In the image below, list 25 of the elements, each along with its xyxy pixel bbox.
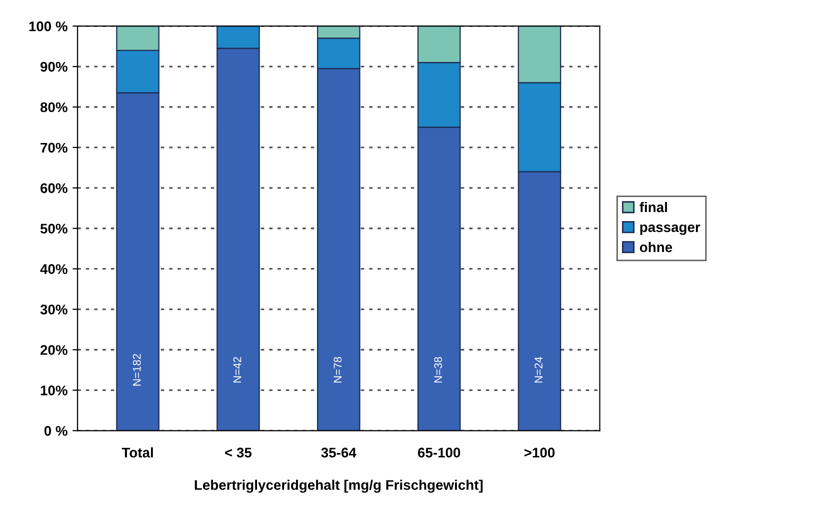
- y-tick-label: 10%: [40, 386, 68, 396]
- x-tick-label: 65-100: [418, 448, 460, 458]
- y-tick-label: 40%: [40, 264, 68, 274]
- annotation: N=182: [132, 354, 141, 386]
- y-tick-label: 30%: [40, 304, 68, 314]
- y-tick-label: 50%: [40, 224, 68, 234]
- legend-label: ohne: [640, 242, 672, 252]
- x-tick-label: >100: [524, 448, 555, 458]
- y-tick-label: 100 %: [29, 21, 68, 32]
- annotation: N=78: [334, 357, 342, 382]
- annotation: N=38: [434, 357, 442, 382]
- x-tick-label: 35-64: [321, 448, 356, 458]
- x-tick-label: < 35: [225, 448, 252, 458]
- x-axis-title: Lebertriglyceridgehalt [mg/g Frischgewicht]: [194, 480, 483, 493]
- legend-label: passager: [640, 224, 700, 235]
- legend-label: final: [640, 202, 667, 212]
- y-tick-label: 80%: [40, 102, 68, 112]
- y-tick-label: 90%: [40, 62, 68, 72]
- annotation: N=24: [534, 356, 542, 382]
- y-tick-label: 70%: [40, 142, 68, 153]
- annotation: N=42: [233, 357, 242, 382]
- y-tick-label: 0 %: [44, 426, 68, 436]
- y-tick-label: 20%: [40, 345, 68, 355]
- x-tick-label: Total: [122, 447, 153, 458]
- y-tick-label: 60%: [40, 183, 68, 194]
